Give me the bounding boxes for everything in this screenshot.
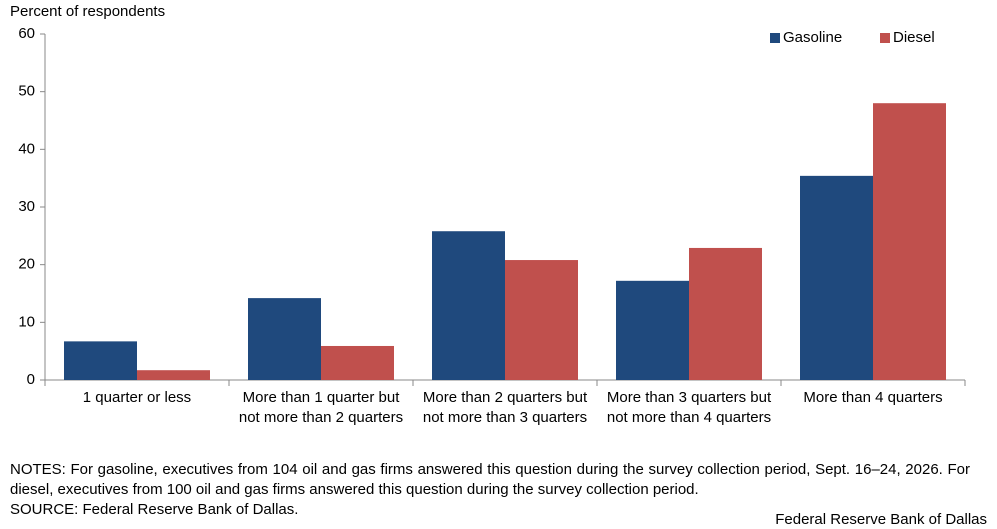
- x-tick-label: More than 2 quarters but not more than 3…: [422, 389, 588, 426]
- bar: [321, 345, 394, 380]
- bar: [432, 231, 505, 380]
- x-tick-label: More than 1 quarter but not more than 2 …: [238, 389, 404, 426]
- y-tick-label: 40: [18, 140, 35, 157]
- y-tick-label: 30: [18, 198, 35, 215]
- bar: [873, 103, 946, 380]
- bar: [800, 175, 873, 380]
- y-tick-label: 0: [27, 371, 35, 388]
- bar: [616, 280, 689, 380]
- legend-label: Diesel: [893, 29, 935, 46]
- y-tick-label: 10: [18, 313, 35, 330]
- y-axis-label: Percent of respondents: [10, 3, 165, 20]
- source: SOURCE: Federal Reserve Bank of Dallas.: [10, 501, 299, 518]
- bar: [137, 370, 210, 380]
- y-tick-label: 20: [18, 256, 35, 273]
- y-tick-label: 50: [18, 83, 35, 100]
- bar: [505, 260, 578, 380]
- bar: [689, 247, 762, 380]
- legend-swatch: [770, 33, 780, 43]
- bar: [248, 298, 321, 380]
- bar: [64, 341, 137, 380]
- y-tick-label: 60: [18, 25, 35, 42]
- credit: Federal Reserve Bank of Dallas: [775, 511, 987, 528]
- x-tick-label: More than 3 quarters but not more than 4…: [606, 389, 772, 426]
- x-tick-label: More than 4 quarters: [803, 389, 943, 406]
- notes: NOTES: For gasoline, executives from 104…: [10, 461, 970, 498]
- x-tick-label: 1 quarter or less: [82, 389, 192, 406]
- legend-swatch: [880, 33, 890, 43]
- legend-label: Gasoline: [783, 29, 842, 46]
